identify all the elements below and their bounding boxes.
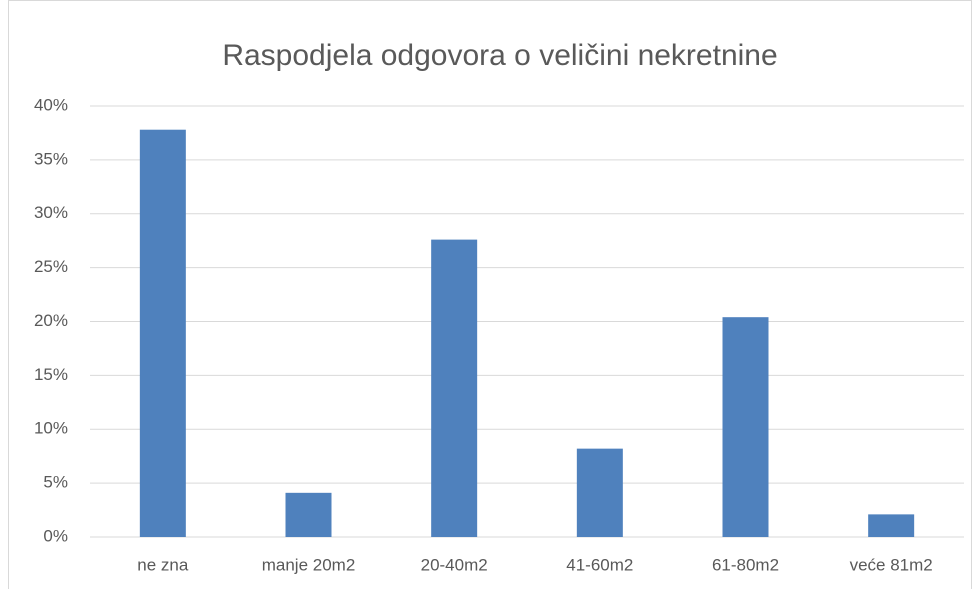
y-tick-label: 5% bbox=[43, 473, 68, 492]
x-tick-label: manje 20m2 bbox=[262, 555, 356, 574]
bar bbox=[868, 514, 915, 537]
bar bbox=[576, 448, 623, 537]
y-tick-label: 35% bbox=[34, 149, 68, 168]
y-tick-label: 30% bbox=[34, 203, 68, 222]
bar bbox=[285, 492, 332, 537]
x-tick-label: veće 81m2 bbox=[850, 555, 933, 574]
bar bbox=[722, 317, 769, 537]
chart-title: Raspodjela odgovora o veličini nekretnin… bbox=[222, 39, 777, 72]
x-tick-label: 41-60m2 bbox=[566, 555, 633, 574]
x-tick-label: ne zna bbox=[137, 555, 189, 574]
y-tick-label: 20% bbox=[34, 311, 68, 330]
y-tick-label: 0% bbox=[43, 526, 68, 545]
bar bbox=[431, 239, 478, 538]
y-tick-label: 10% bbox=[34, 419, 68, 438]
y-tick-label: 40% bbox=[34, 95, 68, 114]
x-tick-label: 20-40m2 bbox=[421, 555, 488, 574]
bar bbox=[139, 129, 186, 537]
x-tick-label: 61-80m2 bbox=[712, 555, 779, 574]
y-tick-label: 25% bbox=[34, 257, 68, 276]
y-tick-label: 15% bbox=[34, 365, 68, 384]
